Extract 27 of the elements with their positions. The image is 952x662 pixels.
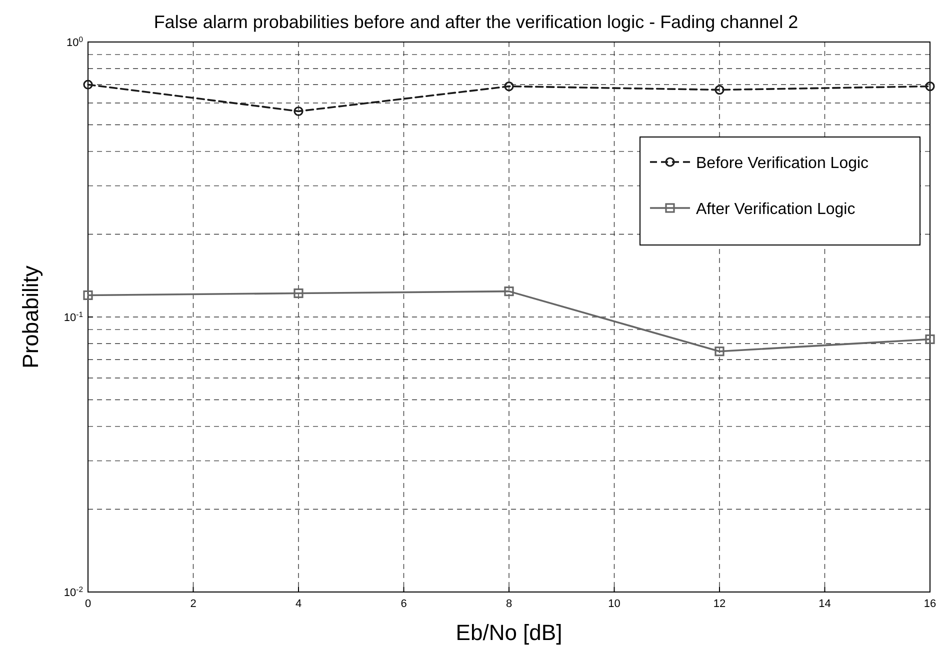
y-tick-label: 10$^{0}$: [66, 34, 83, 49]
legend-label: Before Verification Logic: [696, 155, 869, 172]
point: [83, 290, 93, 300]
y-tick-label: 10$^{-1}$: [64, 310, 83, 324]
x-tick-label: 10: [608, 598, 620, 610]
x-tick-label: 16: [924, 598, 936, 610]
point: [925, 82, 935, 92]
x-tick-label: 2: [190, 598, 196, 610]
chart-title: False alarm probabilities before and after the verification logic - Fading channel 2: [154, 12, 798, 32]
x-tick-label: 8: [506, 598, 512, 610]
x-tick-label: 6: [400, 598, 407, 610]
point: [294, 106, 304, 116]
x-tick-label: 4: [295, 598, 302, 610]
point: [714, 346, 724, 356]
point: [504, 286, 514, 296]
point: [83, 80, 93, 90]
x-tick-label: 12: [713, 598, 726, 610]
x-tick-label: 0: [84, 598, 92, 610]
point: [504, 82, 514, 92]
legend-label: After Verification Logic: [696, 201, 856, 218]
x-tick-label: 14: [818, 598, 831, 610]
y-tick-label: 10$^{-2}$: [64, 584, 83, 599]
y-axis-title: Probability: [18, 266, 43, 368]
point: [925, 334, 935, 344]
x-axis-title: Eb/No [dB]: [456, 620, 562, 645]
point: [294, 288, 304, 298]
point: [714, 85, 724, 95]
